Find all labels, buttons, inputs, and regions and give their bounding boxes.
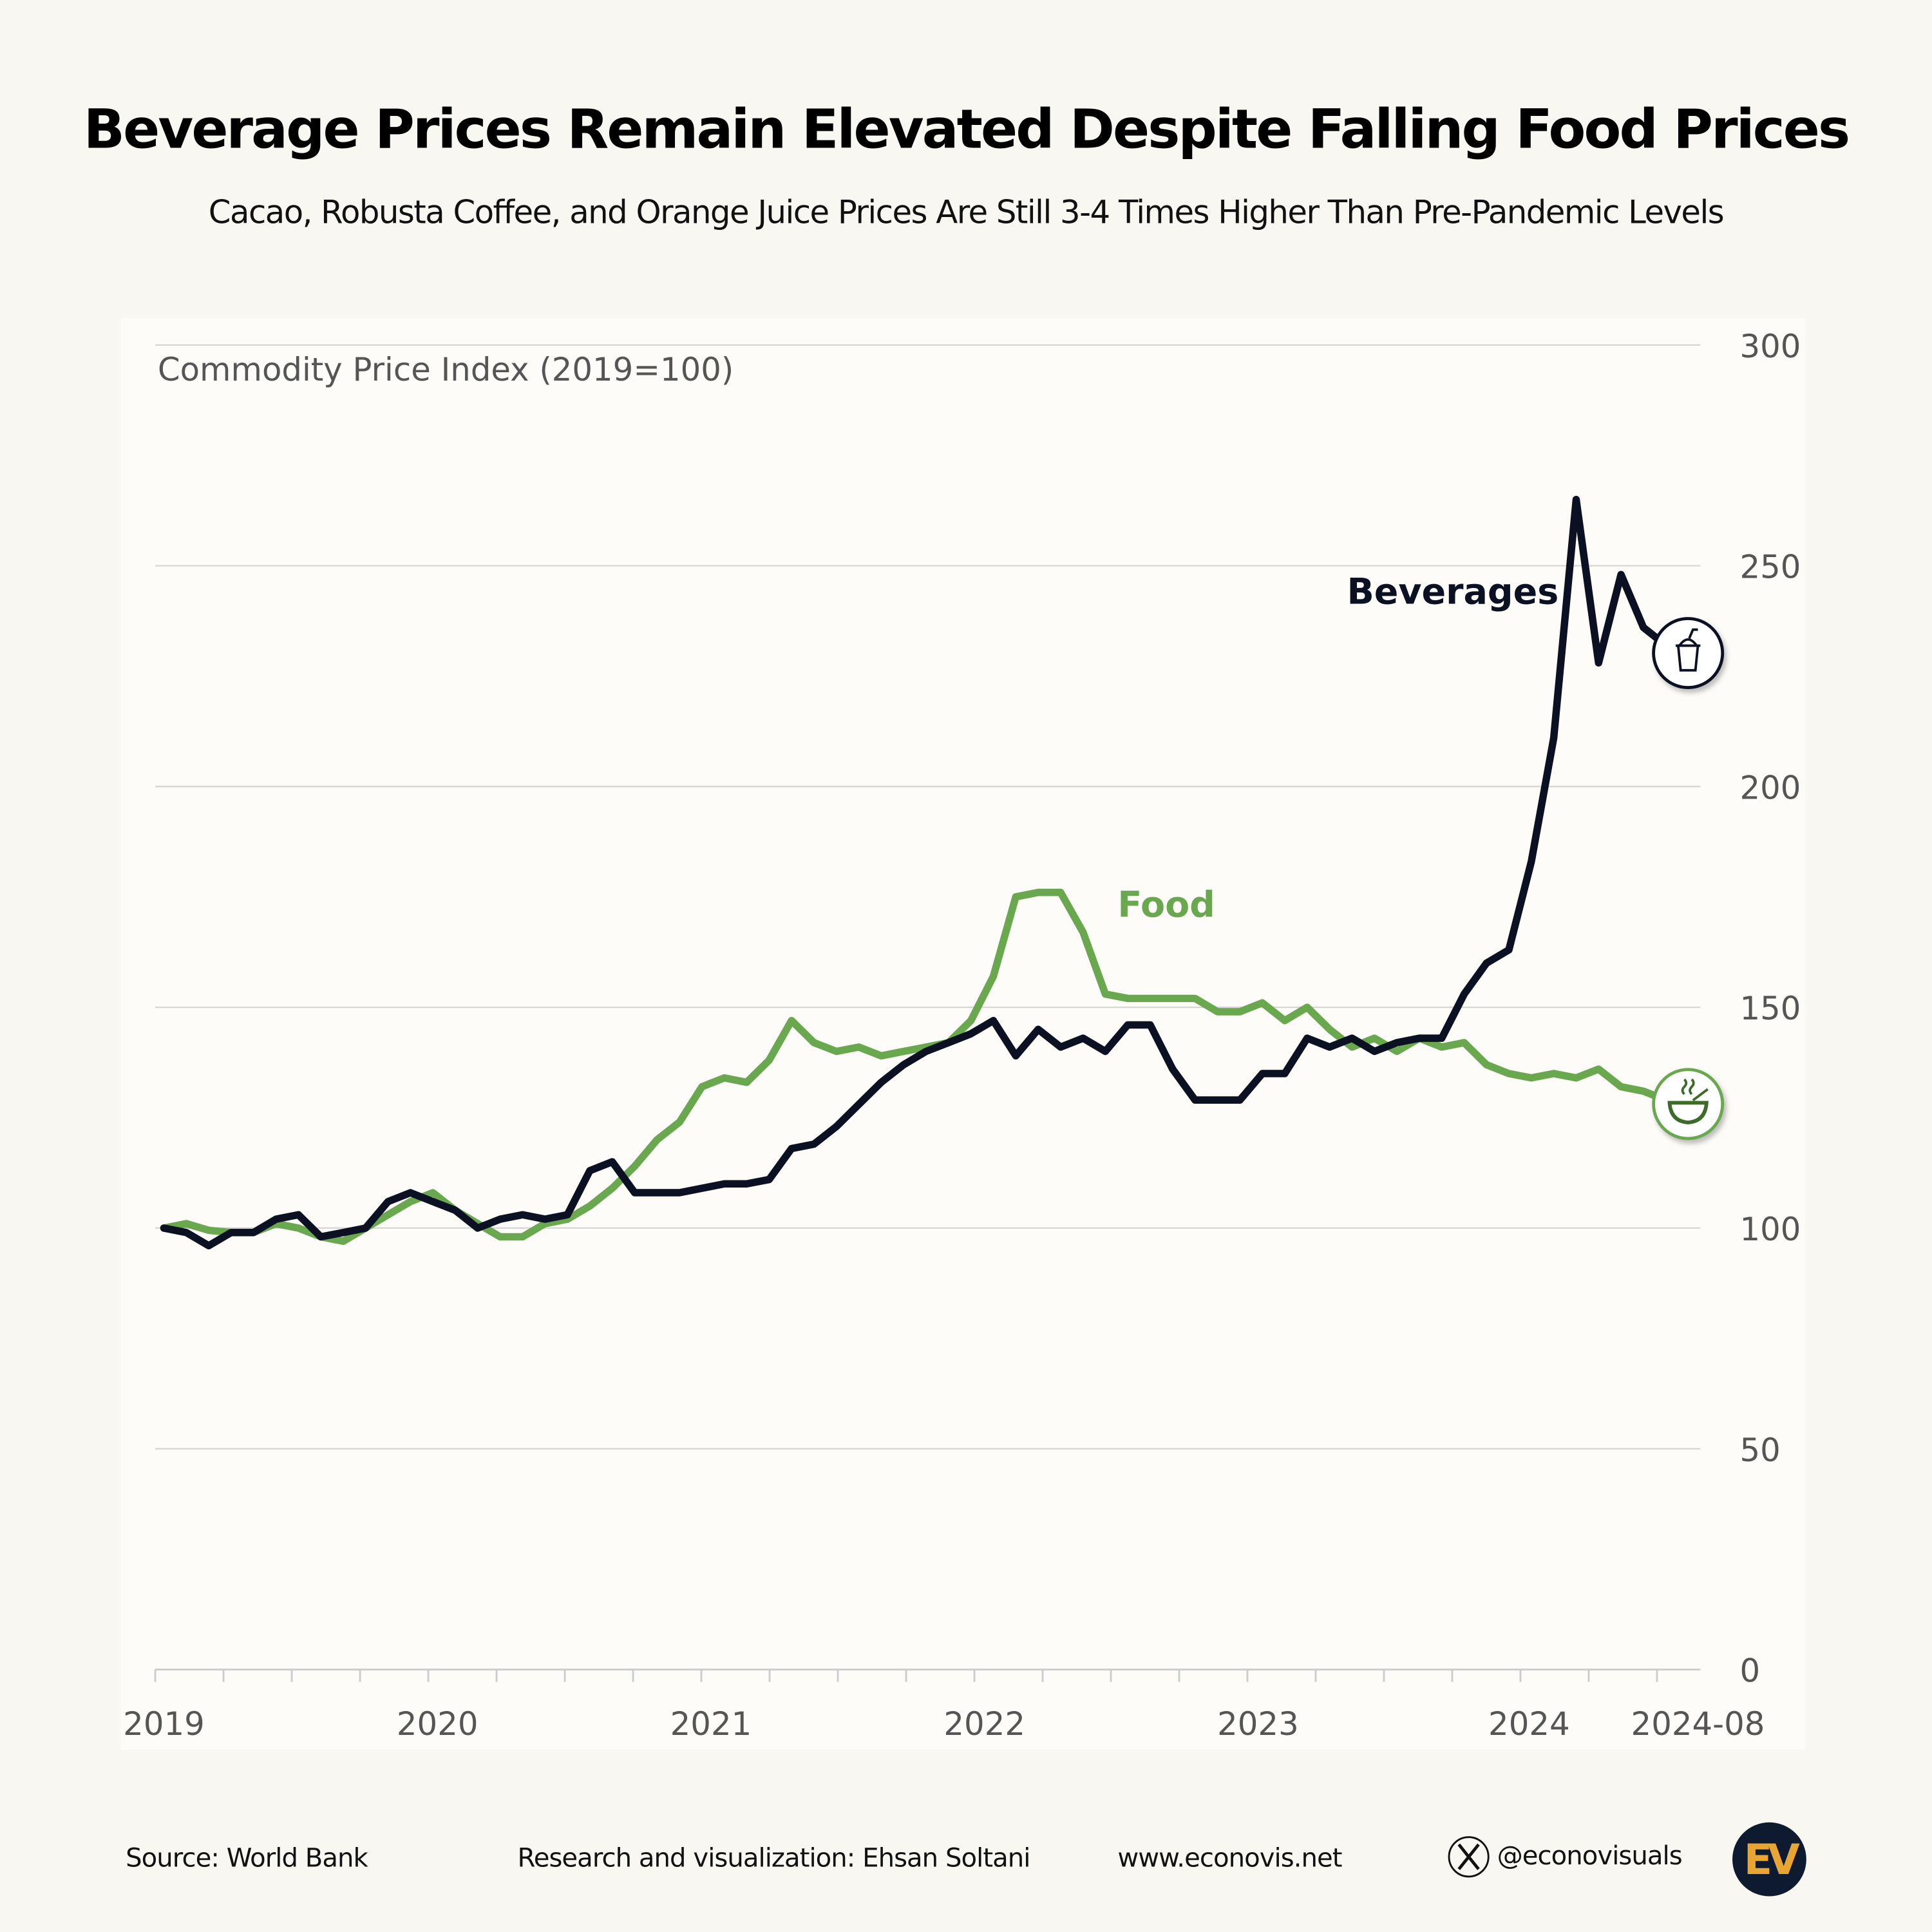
credit-text: Research and visualization: Ehsan Soltan… bbox=[518, 1844, 1030, 1873]
econovis-logo: EV bbox=[1732, 1822, 1806, 1897]
y-tick-label: 250 bbox=[1740, 549, 1801, 586]
soup-bowl-icon bbox=[1652, 1068, 1725, 1141]
chart-subtitle: Cacao, Robusta Coffee, and Orange Juice … bbox=[209, 193, 1723, 231]
x-tick-label: 2022 bbox=[943, 1705, 1025, 1743]
x-tick-label: 2024-08 bbox=[1631, 1705, 1765, 1743]
y-tick-label: 200 bbox=[1740, 769, 1801, 806]
y-axis-label: Commodity Price Index (2019=100) bbox=[158, 351, 734, 388]
series-label-food: Food bbox=[1117, 884, 1215, 925]
drink-cup-icon bbox=[1652, 617, 1725, 689]
x-tick-label: 2021 bbox=[670, 1705, 752, 1743]
x-tick-label: 2019 bbox=[123, 1705, 205, 1743]
series-label-beverages: Beverages bbox=[1347, 571, 1558, 612]
website-link[interactable]: www.econovis.net bbox=[1117, 1844, 1342, 1873]
series-lines bbox=[160, 495, 1670, 1250]
x-axis: 2019 2020 2021 2022 2023 2024 2024-08 bbox=[123, 1669, 1765, 1743]
y-tick-label: 100 bbox=[1740, 1211, 1801, 1248]
x-logo-icon[interactable] bbox=[1448, 1836, 1490, 1878]
svg-text:EV: EV bbox=[1744, 1836, 1801, 1884]
y-tick-label: 0 bbox=[1740, 1653, 1761, 1690]
x-tick-label: 2023 bbox=[1217, 1705, 1299, 1743]
x-tick-label: 2020 bbox=[397, 1705, 478, 1743]
gridlines bbox=[155, 344, 1701, 1450]
source-text: Source: World Bank bbox=[126, 1844, 368, 1873]
x-tick-label: 2024 bbox=[1488, 1705, 1570, 1743]
y-tick-label: 150 bbox=[1740, 990, 1801, 1027]
y-tick-label: 50 bbox=[1740, 1432, 1781, 1469]
series-line-beverages bbox=[160, 495, 1670, 1250]
social-handle[interactable]: @econovisuals bbox=[1497, 1841, 1683, 1871]
chart-title: Beverage Prices Remain Elevated Despite … bbox=[84, 98, 1848, 161]
y-tick-label: 300 bbox=[1740, 328, 1801, 365]
y-axis: 0 50 100 150 200 250 300 bbox=[1740, 328, 1801, 1690]
